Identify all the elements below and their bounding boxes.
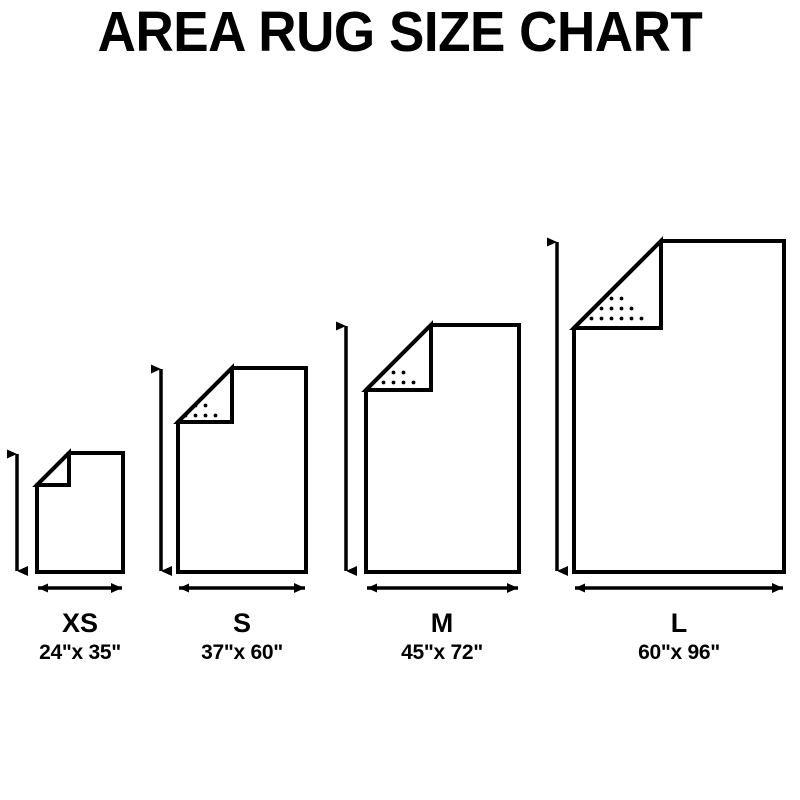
fold-dot — [589, 296, 594, 301]
fold-dot — [371, 360, 376, 365]
fold-dot — [579, 256, 584, 261]
rug-size-dimensions: 45"x 72" — [401, 641, 483, 664]
rug-folded-corner — [569, 236, 663, 330]
fold-dot — [609, 296, 614, 301]
rug-label-l: L 60"x 96" — [529, 608, 800, 666]
fold-dot — [579, 296, 584, 301]
fold-dot — [193, 413, 198, 418]
fold-dot — [589, 316, 594, 321]
fold-dot — [371, 370, 376, 375]
page-title: AREA RUG SIZE CHART — [97, 0, 703, 64]
fold-dot — [579, 276, 584, 281]
fold-dot — [629, 316, 634, 321]
fold-dot — [599, 316, 604, 321]
fold-dot — [589, 286, 594, 291]
fold-dot — [639, 316, 644, 321]
rug-group-l — [557, 236, 786, 588]
fold-dot — [391, 380, 396, 385]
rug-body — [572, 239, 786, 574]
fold-dot — [381, 380, 386, 385]
fold-dot — [183, 403, 188, 408]
rug-group-xs — [17, 448, 125, 588]
rug-size-dimensions: 24"x 35" — [39, 641, 121, 664]
fold-dot — [381, 360, 386, 365]
rug-size-name: XS — [61, 608, 99, 638]
rug-size-dimensions: 60"x 96" — [638, 641, 720, 664]
fold-dot — [371, 350, 376, 355]
fold-dot — [183, 393, 188, 398]
fold-dot — [619, 306, 624, 311]
fold-dot — [599, 286, 604, 291]
fold-dot — [411, 380, 416, 385]
fold-dot — [579, 286, 584, 291]
fold-dot — [371, 340, 376, 345]
fold-dot — [589, 276, 594, 281]
fold-dot — [391, 370, 396, 375]
rug-group-m — [346, 320, 521, 588]
rug-size-name: M — [430, 608, 454, 638]
fold-dot — [183, 383, 188, 388]
fold-dot — [579, 306, 584, 311]
fold-dot — [599, 276, 604, 281]
fold-dot — [42, 468, 47, 473]
fold-dot — [619, 316, 624, 321]
fold-dot — [609, 316, 614, 321]
fold-dot — [203, 413, 208, 418]
rug-size-name: L — [670, 608, 688, 638]
fold-dot — [599, 306, 604, 311]
fold-dot — [401, 370, 406, 375]
fold-dot — [589, 266, 594, 271]
fold-dot — [203, 403, 208, 408]
rug-group-s — [161, 363, 308, 588]
rug-folded-corner — [173, 363, 234, 424]
rug-label-m: M 45"x 72" — [292, 608, 592, 666]
fold-dot — [193, 393, 198, 398]
fold-dot-pattern — [42, 468, 47, 473]
fold-dot — [381, 350, 386, 355]
fold-dot — [401, 380, 406, 385]
fold-dot — [619, 296, 624, 301]
fold-dot — [213, 413, 218, 418]
rug-label-s: S 37"x 60" — [92, 608, 392, 666]
fold-dot — [629, 306, 634, 311]
rug-body — [176, 366, 308, 574]
rug-size-name: S — [232, 608, 251, 638]
rug-folded-corner — [361, 320, 433, 392]
fold-dot — [579, 266, 584, 271]
rug-label-xs: XS 24"x 35" — [0, 608, 230, 666]
rug-size-dimensions: 37"x 60" — [201, 641, 283, 664]
rug-body — [364, 323, 521, 574]
fold-dot — [609, 306, 614, 311]
rug-folded-corner — [32, 448, 71, 487]
